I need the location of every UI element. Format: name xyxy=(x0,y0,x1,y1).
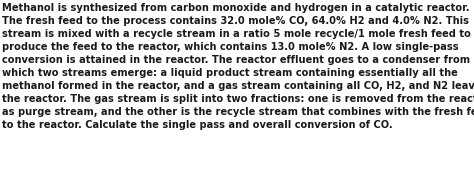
Text: Methanol is synthesized from carbon monoxide and hydrogen in a catalytic reactor: Methanol is synthesized from carbon mono… xyxy=(2,3,474,130)
